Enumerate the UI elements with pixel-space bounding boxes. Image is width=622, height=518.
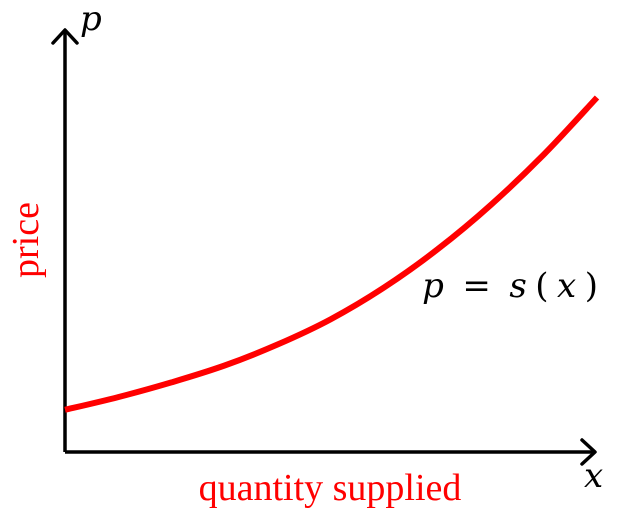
curve-label-lhs: p xyxy=(422,266,444,306)
supply-curve-line xyxy=(64,95,600,413)
y-axis-symbol: p xyxy=(80,0,102,39)
supply-curve-label: p = s ( x ) xyxy=(422,266,598,306)
y-axis-title: price xyxy=(5,202,47,278)
curve-label-function: s xyxy=(509,266,526,306)
x-axis-symbol: x xyxy=(584,456,603,496)
curve-label-equals: = xyxy=(462,266,491,306)
x-axis-title: quantity supplied xyxy=(199,467,462,509)
curve-label-close-paren: ) xyxy=(585,266,598,306)
y-axis-arrowhead xyxy=(51,28,79,45)
curve-label-open-paren: ( xyxy=(535,266,548,306)
x-axis-arrowhead xyxy=(580,438,597,466)
curve-label-argument: x xyxy=(557,266,576,306)
